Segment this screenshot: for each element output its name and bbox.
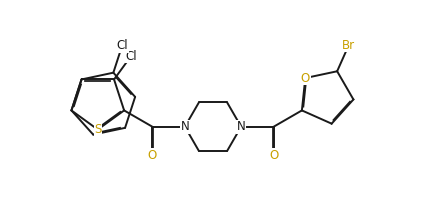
Text: O: O [268,149,278,162]
Text: N: N [236,120,245,133]
Text: Cl: Cl [116,39,128,52]
Text: Br: Br [341,39,354,52]
Text: N: N [180,120,189,133]
Text: S: S [94,123,101,136]
Text: Cl: Cl [125,50,136,63]
Text: O: O [147,149,157,162]
Text: O: O [300,71,309,84]
